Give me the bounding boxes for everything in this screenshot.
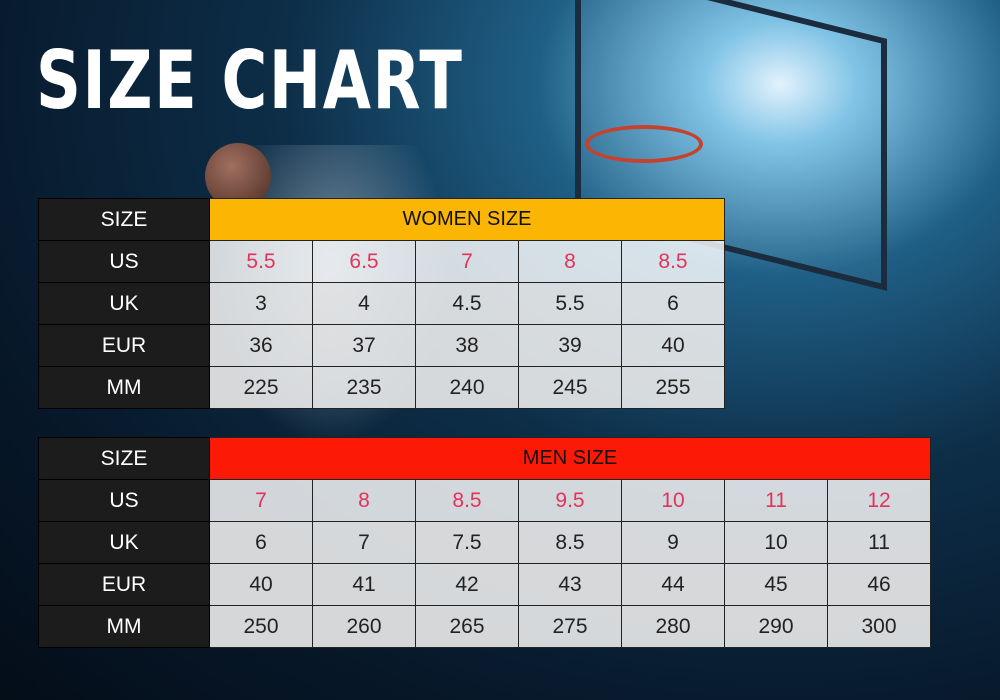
size-cell: 45 [724, 563, 828, 606]
size-cell: 280 [621, 605, 725, 648]
size-cell: 8.5 [415, 479, 519, 522]
women-header: WOMEN SIZE [209, 198, 725, 241]
size-cell: 250 [209, 605, 313, 648]
row-label: US [38, 240, 210, 283]
row-label: US [38, 479, 210, 522]
hoop-rim-graphic [585, 125, 703, 163]
size-cell: 300 [827, 605, 931, 648]
table-row: MM 250 260 265 275 280 290 300 [38, 605, 931, 648]
size-cell: 7.5 [415, 521, 519, 564]
size-cell: 6.5 [312, 240, 416, 283]
table-row: UK 6 7 7.5 8.5 9 10 11 [38, 521, 931, 564]
header-row: SIZE WOMEN SIZE [38, 198, 725, 241]
size-cell: 10 [621, 479, 725, 522]
size-cell: 40 [209, 563, 313, 606]
size-cell: 3 [209, 282, 313, 325]
size-cell: 8 [518, 240, 622, 283]
size-cell: 265 [415, 605, 519, 648]
size-cell: 44 [621, 563, 725, 606]
size-cell: 4.5 [415, 282, 519, 325]
size-cell: 7 [209, 479, 313, 522]
table-row: EUR 40 41 42 43 44 45 46 [38, 563, 931, 606]
row-label: UK [38, 521, 210, 564]
size-cell: 36 [209, 324, 313, 367]
row-label: EUR [38, 324, 210, 367]
women-size-table: SIZE WOMEN SIZE US 5.5 6.5 7 8 8.5 UK 3 4 4.5 5.5 6 EU… [38, 198, 725, 409]
men-size-table: SIZE MEN SIZE US 7 8 8.5 9.5 10 11 12 UK 6 7 7.5 8.5 9 1… [38, 437, 931, 648]
size-cell: 10 [724, 521, 828, 564]
size-cell: 225 [209, 366, 313, 409]
size-cell: 40 [621, 324, 725, 367]
size-cell: 4 [312, 282, 416, 325]
size-cell: 12 [827, 479, 931, 522]
size-cell: 9.5 [518, 479, 622, 522]
size-cell: 6 [209, 521, 313, 564]
size-label: SIZE [38, 198, 210, 241]
row-label: MM [38, 366, 210, 409]
size-cell: 290 [724, 605, 828, 648]
table-row: US 7 8 8.5 9.5 10 11 12 [38, 479, 931, 522]
size-cell: 8.5 [621, 240, 725, 283]
size-cell: 11 [827, 521, 931, 564]
size-label: SIZE [38, 437, 210, 480]
header-row: SIZE MEN SIZE [38, 437, 931, 480]
table-row: UK 3 4 4.5 5.5 6 [38, 282, 725, 325]
size-cell: 37 [312, 324, 416, 367]
row-label: MM [38, 605, 210, 648]
size-cell: 39 [518, 324, 622, 367]
size-cell: 11 [724, 479, 828, 522]
size-cell: 7 [415, 240, 519, 283]
size-cell: 41 [312, 563, 416, 606]
size-cell: 245 [518, 366, 622, 409]
table-row: EUR 36 37 38 39 40 [38, 324, 725, 367]
size-cell: 7 [312, 521, 416, 564]
size-cell: 6 [621, 282, 725, 325]
size-cell: 275 [518, 605, 622, 648]
size-cell: 8 [312, 479, 416, 522]
size-cell: 5.5 [209, 240, 313, 283]
table-row: US 5.5 6.5 7 8 8.5 [38, 240, 725, 283]
page-title: SIZE CHART [36, 34, 464, 127]
table-row: MM 225 235 240 245 255 [38, 366, 725, 409]
size-cell: 240 [415, 366, 519, 409]
row-label: EUR [38, 563, 210, 606]
size-cell: 9 [621, 521, 725, 564]
size-cell: 235 [312, 366, 416, 409]
row-label: UK [38, 282, 210, 325]
men-header: MEN SIZE [209, 437, 931, 480]
size-cell: 43 [518, 563, 622, 606]
size-cell: 38 [415, 324, 519, 367]
size-cell: 260 [312, 605, 416, 648]
size-cell: 5.5 [518, 282, 622, 325]
size-cell: 46 [827, 563, 931, 606]
size-cell: 8.5 [518, 521, 622, 564]
size-cell: 42 [415, 563, 519, 606]
size-cell: 255 [621, 366, 725, 409]
